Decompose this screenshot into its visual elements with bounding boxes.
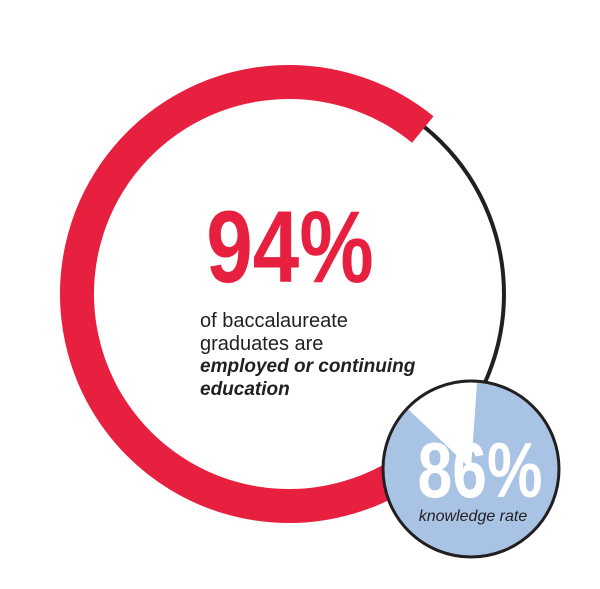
caption-line: graduates are	[200, 333, 323, 355]
badge-pie-slice	[382, 381, 560, 558]
knowledge-percentage: 86%	[418, 426, 543, 513]
caption-emphasis-line: employed or continuing	[200, 356, 416, 377]
employment-percentage: 94%	[206, 190, 373, 304]
caption-line: of baccalaureate	[200, 310, 348, 332]
donut-arc-employed	[60, 65, 494, 523]
employment-donut-chart	[60, 65, 506, 523]
knowledge-caption: knowledge rate	[419, 508, 528, 525]
badge-outline	[381, 379, 561, 559]
knowledge-rate-badge: 86% knowledge rate	[381, 379, 561, 559]
caption-emphasis-line: education	[200, 379, 290, 400]
employment-caption: of baccalaureate graduates are employed …	[200, 310, 416, 400]
